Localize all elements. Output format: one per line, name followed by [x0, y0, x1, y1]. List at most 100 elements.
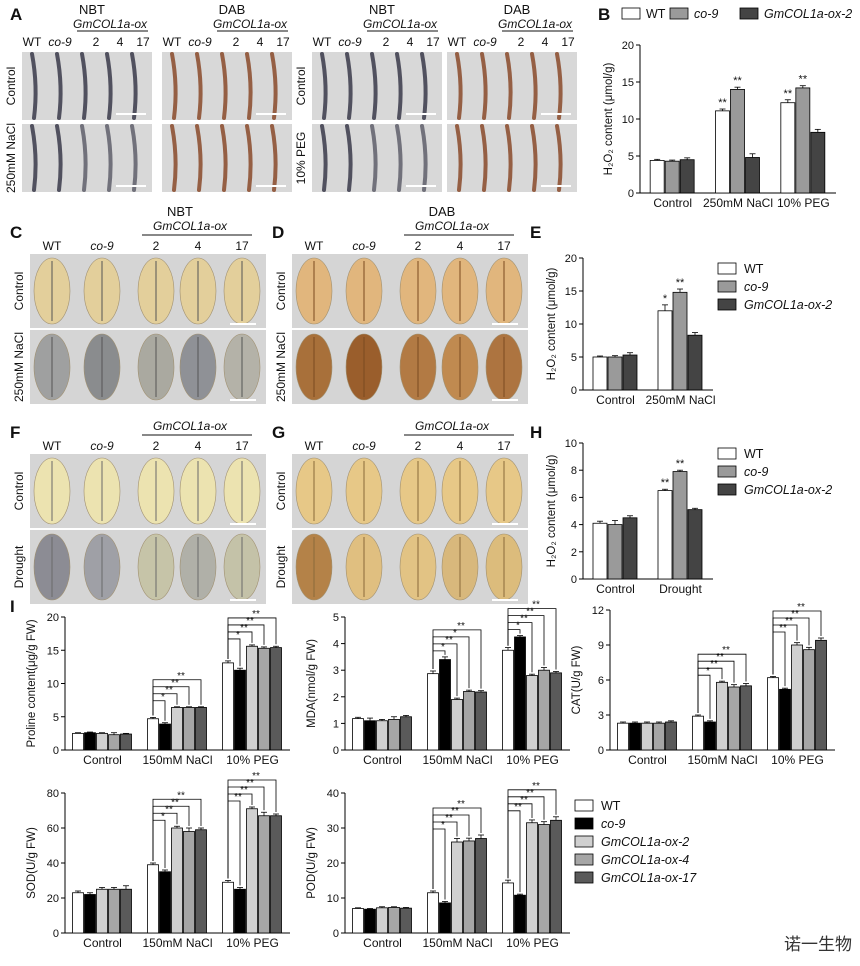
significance-label: ** — [457, 799, 465, 810]
x-tick-label: 10% PEG — [506, 753, 559, 767]
significance-label: ** — [716, 652, 724, 663]
panel-letter-b: B — [598, 5, 610, 24]
significance-label: ** — [676, 277, 685, 289]
y-tick-label: 60 — [47, 823, 59, 835]
bar — [84, 894, 96, 934]
bar — [364, 908, 376, 934]
bar — [687, 509, 703, 580]
panel-letter-f: F — [10, 423, 20, 442]
significance-label: ** — [240, 785, 248, 796]
bar — [72, 892, 84, 934]
significance-bracket — [227, 617, 277, 659]
y-tick-label: 0 — [628, 188, 634, 200]
significance-bracket — [152, 798, 202, 861]
y-tick-label: 20 — [47, 612, 59, 624]
panel-letter-h: H — [530, 423, 542, 442]
genotype-label: 2 — [153, 239, 160, 253]
bar — [451, 841, 463, 934]
legend-swatch — [621, 7, 641, 20]
bar — [463, 840, 475, 934]
bar — [622, 354, 638, 391]
y-tick-label: 4 — [333, 639, 339, 651]
significance-label: ** — [784, 88, 793, 100]
bar — [745, 157, 760, 194]
significance-label: ** — [718, 97, 727, 109]
y-tick-label: 9 — [598, 640, 604, 652]
panel-letter-e: E — [530, 223, 541, 242]
legend-label: GmCOL1a-ox-2 — [764, 7, 852, 21]
genotype-label: WT — [305, 239, 324, 253]
y-tick-label: 3 — [598, 710, 604, 722]
genotype-label: WT — [43, 239, 62, 253]
y-axis-label: H₂O₂ content (μmol/g) — [546, 454, 558, 567]
significance-label: * — [706, 666, 710, 677]
genotype-label: co-9 — [338, 35, 362, 49]
chart-legend: WT co-9 GmCOL1a-ox-2 — [621, 7, 852, 21]
chart-legend: WT co-9 GmCOL1a-ox-2 — [717, 262, 832, 312]
significance-bracket — [697, 674, 711, 719]
significance-label: ** — [779, 623, 787, 634]
bar — [657, 490, 673, 580]
significance-label: ** — [171, 797, 179, 808]
legend-swatch — [574, 817, 594, 830]
significance-label: ** — [252, 609, 260, 620]
y-tick-label: 20 — [565, 253, 577, 265]
significance-label: * — [663, 293, 668, 305]
legend-swatch — [739, 7, 759, 20]
row-label: Control — [294, 67, 308, 106]
root-image — [345, 124, 353, 192]
bar — [234, 669, 246, 751]
y-tick-label: 1 — [333, 718, 339, 730]
bar — [653, 722, 665, 751]
y-tick-label: 8 — [571, 465, 577, 477]
x-tick-label: Control — [596, 582, 635, 596]
genotype-label: 2 — [153, 439, 160, 453]
genotype-label: 4 — [195, 239, 202, 253]
y-tick-label: 0 — [53, 928, 59, 940]
x-tick-label: Drought — [659, 582, 702, 596]
transgenic-label: GmCOL1a-ox — [415, 219, 490, 233]
bar — [679, 159, 695, 194]
chart-h: 0 2 4 6 8 10 H₂O₂ content (μmol/g) Control Droug… — [546, 438, 713, 596]
legend-label: co-9 — [694, 7, 718, 21]
bar — [550, 672, 562, 751]
y-tick-label: 15 — [47, 645, 59, 657]
bar — [159, 723, 171, 751]
panel-letter-a: A — [10, 5, 22, 24]
significance-label: ** — [799, 74, 808, 86]
y-tick-label: 10 — [622, 114, 634, 126]
root-image — [530, 124, 538, 192]
y-tick-label: 20 — [327, 858, 339, 870]
y-tick-label: 5 — [53, 712, 59, 724]
x-tick-label: 10% PEG — [226, 753, 279, 767]
root-image — [80, 52, 88, 120]
bar — [514, 636, 526, 751]
transgenic-label: GmCOL1a-ox — [213, 17, 288, 31]
y-tick-label: 10 — [565, 438, 577, 450]
legend-label: WT — [601, 799, 621, 813]
genotype-label: co-9 — [90, 239, 114, 253]
bar — [427, 673, 439, 751]
genotype-label: 2 — [383, 35, 390, 49]
row-label: Drought — [12, 545, 26, 588]
genotype-label: 2 — [93, 35, 100, 49]
genotype-label: WT — [305, 439, 324, 453]
stain-label: NBT — [79, 2, 105, 17]
x-tick-label: 150mM NaCl — [422, 936, 492, 950]
y-tick-label: 40 — [47, 858, 59, 870]
x-tick-label: 150mM NaCl — [142, 753, 212, 767]
significance-label: * — [161, 811, 165, 822]
y-tick-label: 6 — [598, 675, 604, 687]
genotype-label: co-9 — [90, 439, 114, 453]
significance-label: ** — [532, 600, 540, 611]
x-tick-label: 250mM NaCl — [645, 393, 715, 407]
genotype-label: 4 — [542, 35, 549, 49]
root-image — [555, 124, 563, 192]
significance-label: ** — [171, 678, 179, 689]
significance-label: * — [453, 628, 457, 639]
genotype-label: WT — [163, 35, 182, 49]
significance-bracket — [432, 828, 446, 900]
significance-label: ** — [252, 771, 260, 782]
significance-label: ** — [520, 795, 528, 806]
genotype-label: WT — [313, 35, 332, 49]
